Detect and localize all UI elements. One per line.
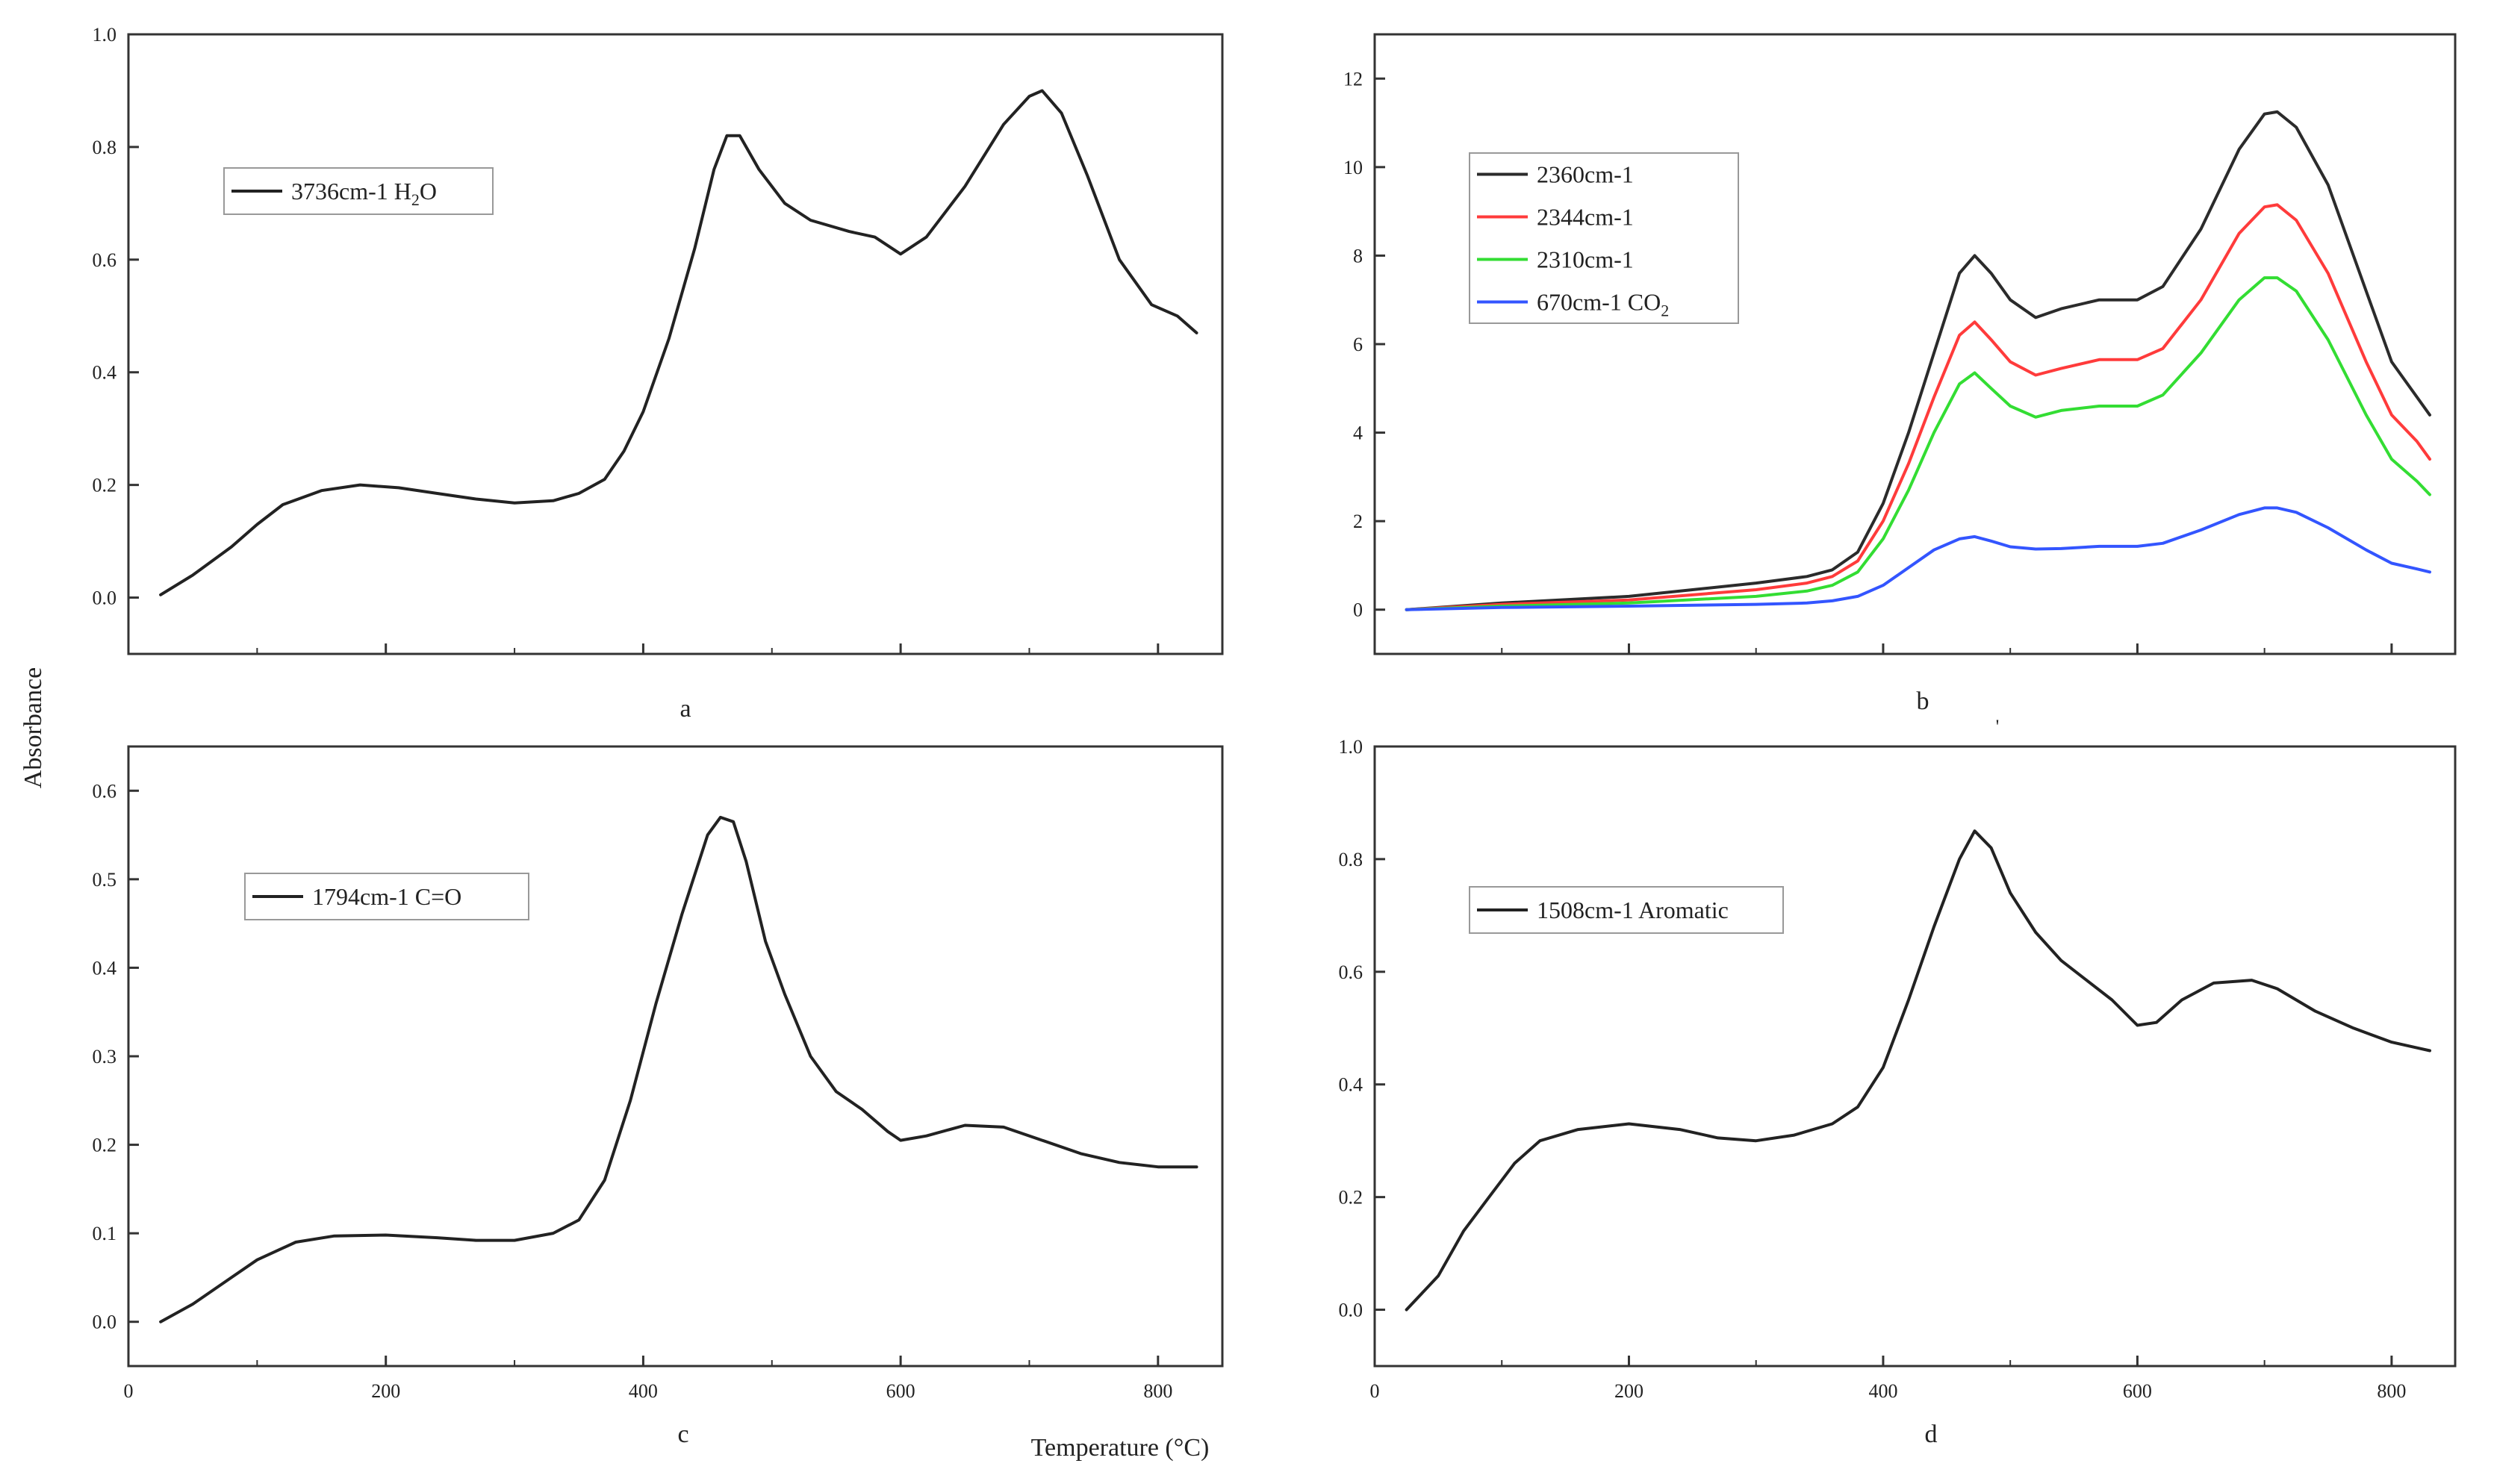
series-line-1 <box>1405 110 2431 611</box>
series-line-1 <box>1405 829 2431 1312</box>
y-tick-label: 0.4 <box>93 957 117 979</box>
x-tick-label: 0 <box>124 1380 134 1402</box>
chart-panel-c: 0.0 0.1 0.2 0.3 0.4 0.5 0.6 0 200 400 600 800 1794cm… <box>93 745 1224 1402</box>
legend-label-3: 2310cm-1 <box>1537 246 1634 273</box>
y-tick-label: 4 <box>1353 423 1363 444</box>
series-line-1 <box>159 815 1198 1324</box>
chart-panel-a: 0.0 0.2 0.4 0.6 0.8 1.0 3736cm-1 H2O <box>93 24 1224 655</box>
panel-label-d: d <box>1925 1421 1938 1448</box>
chart-panel-d: 0.0 0.2 0.4 0.6 0.8 1.0 0 200 400 600 800 1508cm-1 … <box>1339 736 2457 1402</box>
stray-mark: ' <box>1996 716 2000 738</box>
y-tick-label: 0.0 <box>1339 1300 1363 1321</box>
y-tick-label: 0 <box>1353 599 1363 621</box>
series-line-3 <box>1405 276 2431 611</box>
y-tick-label: 8 <box>1353 245 1363 266</box>
plot-frame <box>1373 745 2457 1368</box>
legend-label-4: 670cm-1 CO2 <box>1537 289 1669 320</box>
series-line-2 <box>1405 203 2431 611</box>
y-tick-label: 0.6 <box>1339 961 1363 983</box>
legend-label-1: 1508cm-1 Aromatic <box>1537 897 1729 923</box>
y-tick-label: 1.0 <box>93 24 117 46</box>
chart-panel-b: 0 2 4 6 8 10 12 2360cm-1 2344cm-1 2310cm-1 670cm-1… <box>1343 33 2457 655</box>
y-tick-label: 1.0 <box>1339 736 1363 758</box>
plot-frame <box>1373 33 2457 655</box>
series-line-4 <box>1405 506 2431 611</box>
y-tick-label: 0.0 <box>93 587 117 609</box>
y-tick-label: 0.6 <box>93 249 117 271</box>
panel-label-c: c <box>677 1421 688 1448</box>
x-tick-label: 200 <box>371 1380 400 1402</box>
y-tick-label: 2 <box>1353 511 1363 532</box>
x-axis-title: Temperature (°C) <box>1031 1434 1210 1462</box>
x-tick-label: 0 <box>1370 1380 1380 1402</box>
panel-label-b: b <box>1917 688 1929 715</box>
y-tick-label: 10 <box>1343 157 1363 178</box>
legend-label-1: 3736cm-1 H2O <box>291 178 437 209</box>
y-tick-label: 0.2 <box>93 475 117 496</box>
legend-label-1: 1794cm-1 C=O <box>312 883 461 910</box>
legend-box <box>1469 152 1739 324</box>
legend-label-1: 2360cm-1 <box>1537 161 1634 188</box>
y-tick-label: 0.4 <box>1339 1074 1363 1096</box>
y-tick-label: 0.5 <box>93 869 117 891</box>
y-tick-label: 0.0 <box>93 1312 117 1333</box>
y-tick-label: 12 <box>1343 68 1363 90</box>
x-tick-label: 200 <box>1614 1380 1644 1402</box>
y-tick-label: 0.2 <box>1339 1187 1363 1209</box>
x-tick-label: 400 <box>629 1380 658 1402</box>
y-axis-title: Absorbance <box>19 667 47 788</box>
series-line-1 <box>159 89 1198 596</box>
panel-label-a: a <box>680 695 691 723</box>
y-tick-label: 0.1 <box>93 1223 117 1244</box>
y-tick-label: 0.8 <box>1339 849 1363 870</box>
x-tick-label: 600 <box>886 1380 915 1402</box>
y-tick-label: 6 <box>1353 334 1363 355</box>
y-tick-label: 0.3 <box>93 1046 117 1067</box>
legend-label-2: 2344cm-1 <box>1537 204 1634 231</box>
plot-frame <box>127 745 1224 1368</box>
y-tick-label: 0.4 <box>93 362 117 384</box>
x-tick-label: 600 <box>2123 1380 2152 1402</box>
y-tick-label: 0.6 <box>93 780 117 802</box>
x-tick-label: 800 <box>2377 1380 2406 1402</box>
plot-frame <box>127 33 1224 655</box>
y-tick-label: 0.8 <box>93 137 117 158</box>
x-tick-label: 800 <box>1143 1380 1172 1402</box>
x-tick-label: 400 <box>1868 1380 1897 1402</box>
y-tick-label: 0.2 <box>93 1135 117 1156</box>
